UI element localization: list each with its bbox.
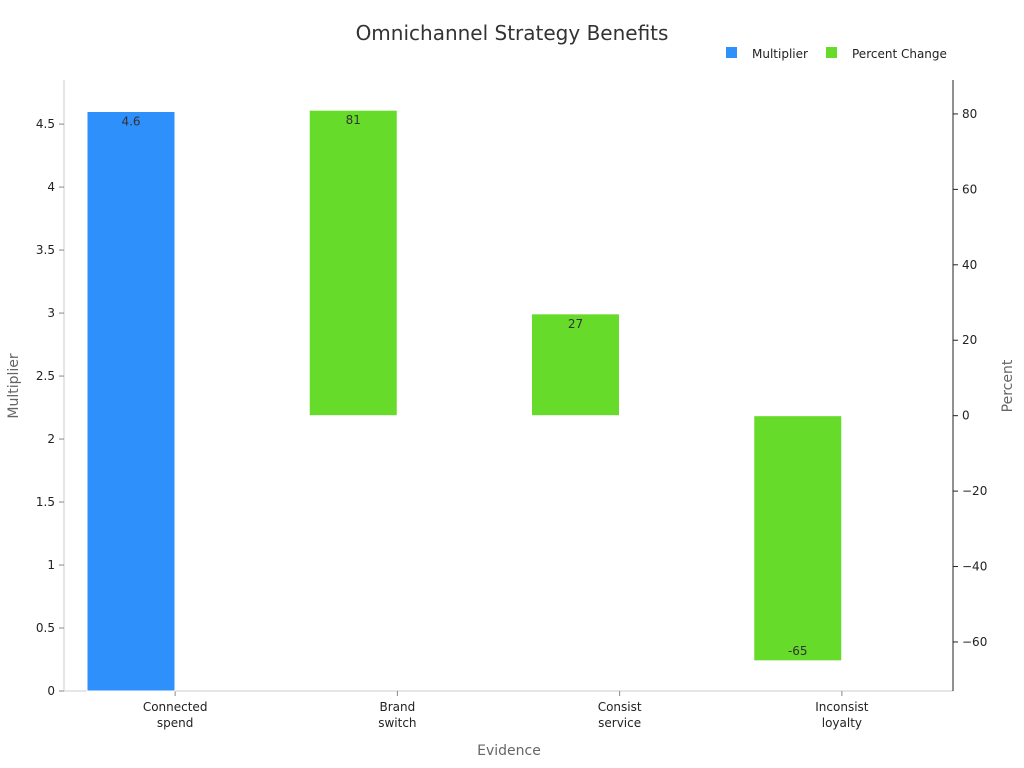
y-left-tick-label: 2.5 — [36, 369, 55, 383]
y-left-tick-label: 2 — [47, 432, 55, 446]
y-right-tick-label: 60 — [962, 182, 977, 196]
y-left-tick-label: 3.5 — [36, 243, 55, 257]
bar-multiplier — [86, 110, 176, 692]
y-right-tick-label: 0 — [962, 409, 970, 423]
y-right-tick-label: 40 — [962, 258, 977, 272]
data-label: -65 — [788, 644, 808, 658]
bar-percent-change — [753, 415, 843, 662]
y-left-tick-label: 1 — [47, 558, 55, 572]
y-right-tick-label: −60 — [962, 635, 987, 649]
y-right-tick-label: −20 — [962, 484, 987, 498]
bar-percent-change — [308, 109, 398, 417]
y-left-tick-label: 4 — [47, 180, 55, 194]
x-tick-label: Consist — [598, 700, 642, 714]
legend-label: Percent Change — [852, 47, 947, 61]
data-label: 4.6 — [121, 114, 140, 128]
x-tick-label: Inconsist — [815, 700, 869, 714]
legend-swatch — [826, 47, 837, 58]
chart-title: Omnichannel Strategy Benefits — [356, 21, 669, 45]
x-tick-label: loyalty — [822, 716, 862, 730]
y-left-tick-label: 4.5 — [36, 117, 55, 131]
plot-area: 0 0.5 1 1.5 2 2.5 3 3.5 4 4.5 −60 −40 −20 0 20 40 60 80 Co… — [36, 80, 987, 730]
legend-swatch — [726, 47, 737, 58]
x-axis-title: Evidence — [477, 743, 541, 759]
x-tick-label: service — [598, 716, 641, 730]
y-axis-right-title: Percent — [1000, 359, 1016, 412]
bar-percent-change — [531, 313, 620, 417]
x-tick-label: Connected — [143, 700, 208, 714]
y-right-tick-label: −40 — [962, 560, 987, 574]
y-left-tick-label: 0 — [47, 684, 55, 698]
y-right-tick-label: 20 — [962, 333, 977, 347]
legend: Multiplier Percent Change — [726, 47, 947, 61]
y-right-tick-label: 80 — [962, 107, 977, 121]
data-label: 81 — [346, 113, 361, 127]
y-left-tick-label: 3 — [47, 306, 55, 320]
legend-label: Multiplier — [752, 47, 808, 61]
x-tick-label: spend — [157, 716, 193, 730]
x-tick-label: Brand — [380, 700, 416, 714]
y-left-tick-label: 1.5 — [36, 495, 55, 509]
y-axis-left-title: Multiplier — [6, 353, 22, 419]
data-label: 27 — [568, 317, 583, 331]
y-left-tick-label: 0.5 — [36, 621, 55, 635]
x-tick-label: switch — [378, 716, 416, 730]
